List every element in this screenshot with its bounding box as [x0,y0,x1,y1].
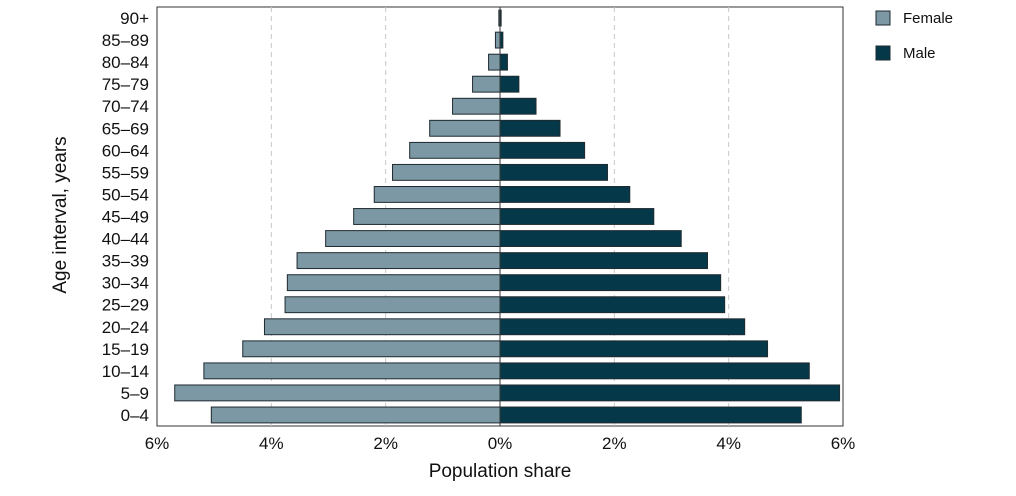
y-tick-label: 5–9 [121,384,149,403]
bar-female-25–29 [284,296,501,314]
bar-female-10–14 [203,362,501,380]
y-tick-label: 75–79 [102,75,149,94]
bar-male-0–4 [499,406,802,424]
x-tick-labels: 6% 4% 2% 0% 2% 4% 6% [145,434,856,453]
bars-group [174,9,841,424]
legend-swatch-female [875,10,891,26]
bar-female-65–69 [429,119,501,137]
bar-female-70–74 [452,97,501,115]
bar-male-80–84 [499,53,508,71]
bar-female-5–9 [174,384,501,402]
y-tick-label: 80–84 [102,53,149,72]
bar-male-35–39 [499,252,709,270]
y-tick-label: 70–74 [102,97,149,116]
y-tick-labels: 90+ 85–89 80–84 75–79 70–74 65–69 60–64 55–59 50… [102,9,149,425]
x-tick-label: 2% [373,434,398,453]
plot-area [156,6,844,427]
y-tick-label: 20–24 [102,318,149,337]
bar-female-75–79 [472,75,501,93]
bar-male-75–79 [499,75,520,93]
bar-male-5–9 [499,384,841,402]
y-tick-label: 85–89 [102,31,149,50]
y-tick-label: 15–19 [102,340,149,359]
bar-female-45–49 [353,208,501,225]
bar-male-50–54 [499,186,631,203]
bar-female-35–39 [296,252,501,270]
bar-male-30–34 [499,274,722,292]
y-tick-label: 55–59 [102,163,149,182]
bar-female-50–54 [373,186,501,203]
bar-female-30–34 [286,274,501,292]
x-axis-title: Population share [429,461,572,482]
legend-swatch-male [875,45,891,61]
bar-female-15–19 [242,340,501,358]
bar-female-60–64 [409,141,501,159]
x-tick-label: 0% [488,434,513,453]
x-tick-label: 4% [716,434,741,453]
y-tick-label: 40–44 [102,230,149,249]
y-tick-label: 0–4 [121,406,149,425]
y-tick-label: 25–29 [102,296,149,315]
bar-male-55–59 [499,163,608,181]
x-tick-label: 6% [831,434,856,453]
bar-male-45–49 [499,208,655,225]
bar-male-15–19 [499,340,769,358]
bar-male-65–69 [499,119,561,137]
bar-female-20–24 [263,318,501,336]
y-axis-title: Age interval, years [50,136,71,293]
bar-male-60–64 [499,141,586,159]
legend-label-male: Male [903,45,936,62]
bar-male-40–44 [499,230,682,247]
legend-label-female: Female [903,10,953,27]
y-tick-label: 45–49 [102,208,149,227]
bar-male-25–29 [499,296,726,314]
bar-female-85–89 [494,31,501,49]
y-tick-label: 35–39 [102,252,149,271]
y-tick-label: 10–14 [102,362,149,381]
bar-female-80–84 [488,53,501,71]
y-tick-label: 60–64 [102,141,149,160]
x-tick-label: 2% [602,434,627,453]
bar-female-40–44 [325,230,501,247]
bar-female-55–59 [392,163,501,181]
legend: Female Male [875,10,953,62]
y-tick-label: 30–34 [102,274,149,293]
bar-male-70–74 [499,97,537,115]
bar-male-20–24 [499,318,746,336]
y-tick-label: 65–69 [102,119,149,138]
bar-female-0–4 [210,406,501,424]
bar-male-10–14 [499,362,810,380]
y-tick-label: 50–54 [102,185,149,204]
y-tick-label: 90+ [120,9,149,28]
x-tick-label: 4% [259,434,284,453]
x-tick-label: 6% [145,434,170,453]
